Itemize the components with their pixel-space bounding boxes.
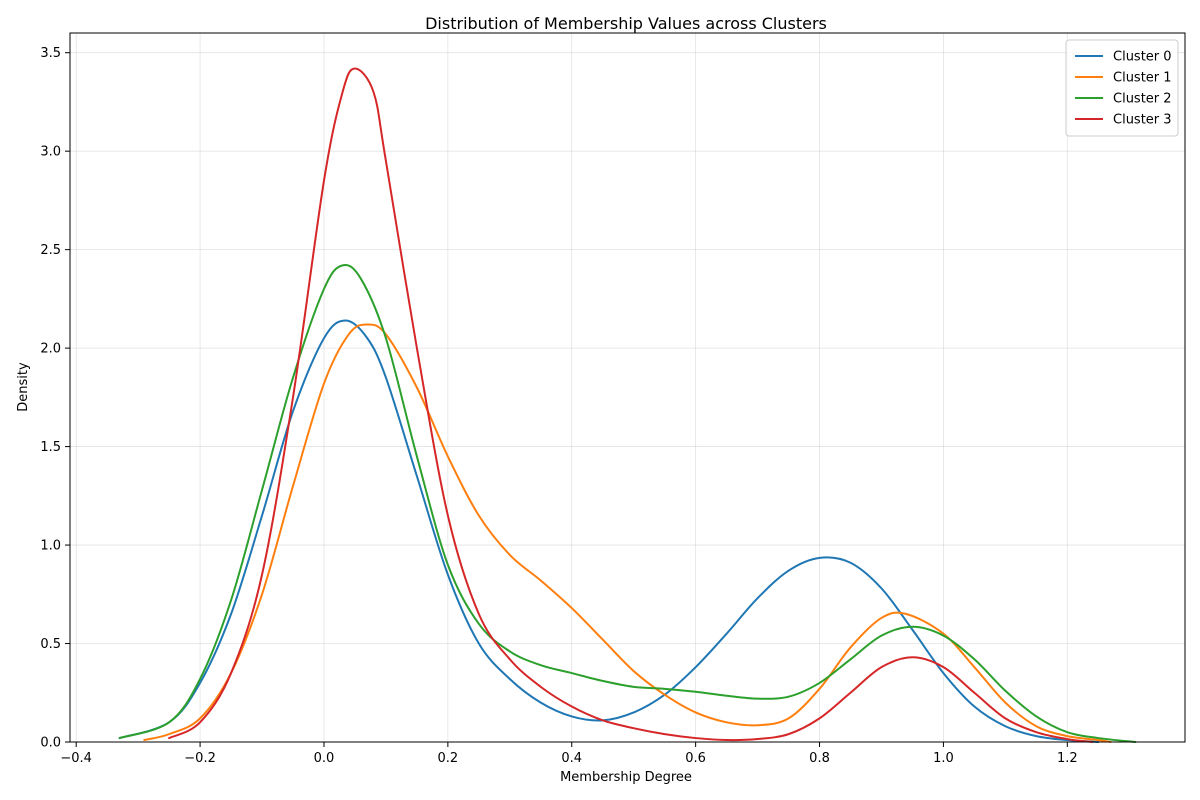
x-tick-label: 1.2 (1057, 751, 1078, 766)
y-tick-label: 2.5 (40, 243, 61, 258)
y-tick-label: 3.5 (40, 46, 61, 61)
x-tick-label: 0.6 (685, 751, 706, 766)
x-tick-label: −0.2 (184, 751, 216, 766)
y-tick-label: 1.5 (40, 440, 61, 455)
y-tick-label: 1.0 (40, 539, 61, 554)
series-line-cluster-3 (168, 67, 1094, 743)
x-tick-label: 0.0 (314, 751, 335, 766)
x-tick-label: 1.0 (933, 751, 954, 766)
y-axis-ticks: 0.0 0.5 1.0 1.5 2.0 2.5 3.0 3.5 (40, 46, 70, 751)
series-line-cluster-0 (118, 319, 1100, 743)
legend-box (1065, 39, 1179, 137)
x-tick-label: 0.4 (561, 751, 582, 766)
x-tick-label: 0.2 (438, 751, 459, 766)
y-tick-label: 0.5 (40, 637, 61, 652)
series-line-cluster-2 (118, 264, 1137, 743)
y-tick-label: 3.0 (40, 145, 61, 160)
chart-title: Distribution of Membership Values across… (425, 14, 827, 33)
legend-label: Cluster 1 (1113, 71, 1172, 86)
legend-label: Cluster 3 (1113, 113, 1172, 128)
x-axis-label: Membership Degree (560, 770, 692, 785)
y-tick-label: 2.0 (40, 342, 61, 357)
x-tick-label: 0.8 (809, 751, 830, 766)
y-axis-label: Density (16, 362, 31, 412)
plot-frame (69, 32, 1186, 743)
legend: Cluster 0 Cluster 1 Cluster 2 Cluster 3 (1065, 39, 1179, 137)
series-lines (118, 67, 1137, 743)
grid (70, 33, 1185, 743)
legend-label: Cluster 2 (1113, 92, 1172, 107)
x-axis-ticks: −0.4 −0.2 0.0 0.2 0.4 0.6 0.8 1.0 1.2 (60, 742, 1078, 766)
legend-label: Cluster 0 (1113, 50, 1172, 65)
x-tick-label: −0.4 (60, 751, 92, 766)
y-tick-label: 0.0 (40, 736, 61, 751)
